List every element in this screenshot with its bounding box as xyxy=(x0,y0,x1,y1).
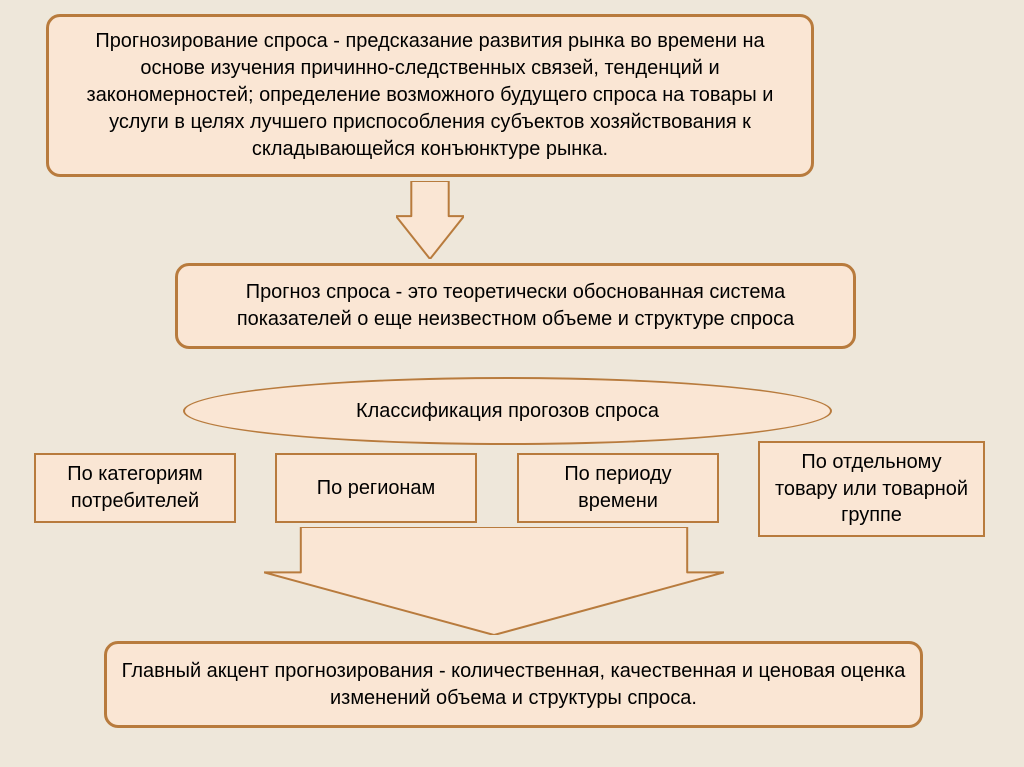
classification-text: Классификация прогозов спроса xyxy=(356,400,659,423)
definition-text: Прогнозирование спроса - предсказание ра… xyxy=(63,28,797,163)
category-label: По периоду времени xyxy=(533,461,703,515)
arrow-down-1 xyxy=(396,181,464,259)
category-box-3: По периоду времени xyxy=(517,453,719,523)
emphasis-box: Главный акцент прогнозирования - количес… xyxy=(104,641,923,728)
category-box-2: По регионам xyxy=(275,453,477,523)
category-box-1: По категориям потребителей xyxy=(34,453,236,523)
classification-ellipse: Классификация прогозов спроса xyxy=(183,377,832,445)
forecast-definition-text: Прогноз спроса - это теоретически обосно… xyxy=(192,279,839,333)
category-label: По отдельному товару или товарной группе xyxy=(774,449,969,530)
category-label: По категориям потребителей xyxy=(50,461,220,515)
category-box-4: По отдельному товару или товарной группе xyxy=(758,441,985,537)
forecast-definition-box: Прогноз спроса - это теоретически обосно… xyxy=(175,263,856,349)
category-label: По регионам xyxy=(317,475,435,502)
definition-box: Прогнозирование спроса - предсказание ра… xyxy=(46,14,814,177)
emphasis-text: Главный акцент прогнозирования - количес… xyxy=(121,658,906,712)
arrow-down-2 xyxy=(264,527,724,635)
